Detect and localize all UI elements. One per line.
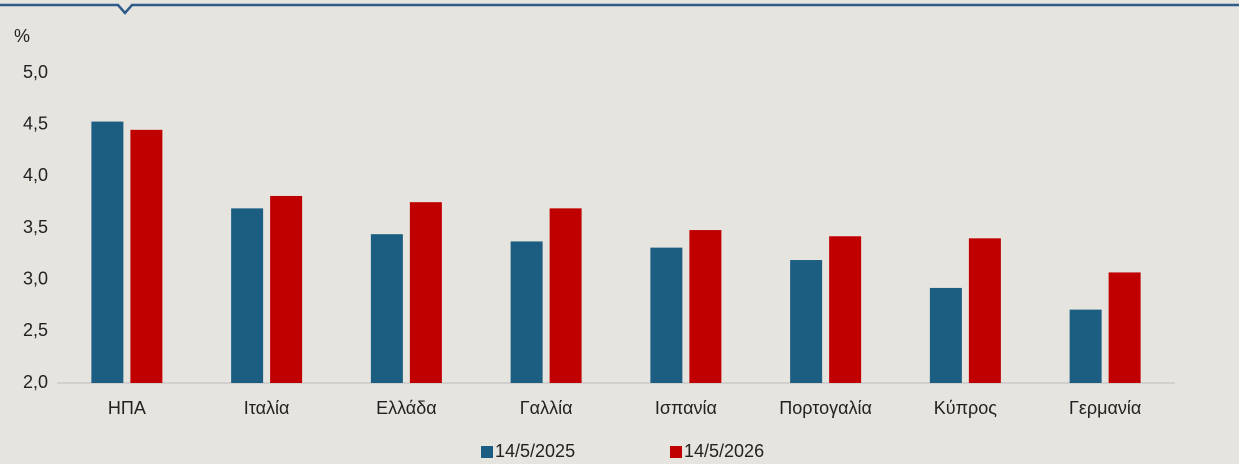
bar bbox=[549, 208, 582, 383]
bar bbox=[689, 230, 722, 383]
legend-label: 14/5/2025 bbox=[495, 441, 575, 461]
bar bbox=[1069, 309, 1102, 383]
bar bbox=[929, 287, 962, 383]
bar bbox=[231, 208, 264, 383]
bar bbox=[130, 129, 163, 383]
bar bbox=[370, 234, 403, 383]
bar bbox=[1108, 272, 1141, 383]
bar bbox=[650, 247, 683, 383]
legend-swatch bbox=[670, 446, 682, 458]
x-tick-label: Κύπρος bbox=[934, 398, 998, 418]
bar bbox=[968, 238, 1001, 383]
y-tick-label: 4,0 bbox=[23, 165, 48, 185]
bar bbox=[790, 260, 823, 383]
x-tick-label: Ισπανία bbox=[655, 398, 717, 418]
bar bbox=[510, 241, 543, 383]
y-tick-label: 3,0 bbox=[23, 268, 48, 288]
x-tick-label: Ελλάδα bbox=[376, 398, 437, 418]
y-tick-label: 2,5 bbox=[23, 320, 48, 340]
bar bbox=[409, 202, 442, 383]
x-tick-label: ΗΠΑ bbox=[108, 398, 146, 418]
x-tick-label: Ιταλία bbox=[244, 398, 290, 418]
y-tick-label: 2,0 bbox=[23, 372, 48, 392]
legend-swatch bbox=[481, 446, 493, 458]
x-tick-label: Γερμανία bbox=[1069, 398, 1141, 418]
y-tick-label: 5,0 bbox=[23, 62, 48, 82]
bar bbox=[270, 195, 303, 383]
x-tick-label: Γαλλία bbox=[520, 398, 573, 418]
bar bbox=[829, 236, 862, 383]
y-tick-label: 3,5 bbox=[23, 217, 48, 237]
bar bbox=[91, 121, 124, 384]
y-tick-label: 4,5 bbox=[23, 113, 48, 133]
legend-label: 14/5/2026 bbox=[684, 441, 764, 461]
x-tick-label: Πορτογαλία bbox=[779, 398, 872, 418]
y-axis-label: % bbox=[14, 26, 30, 46]
top-rule bbox=[0, 3, 1239, 15]
